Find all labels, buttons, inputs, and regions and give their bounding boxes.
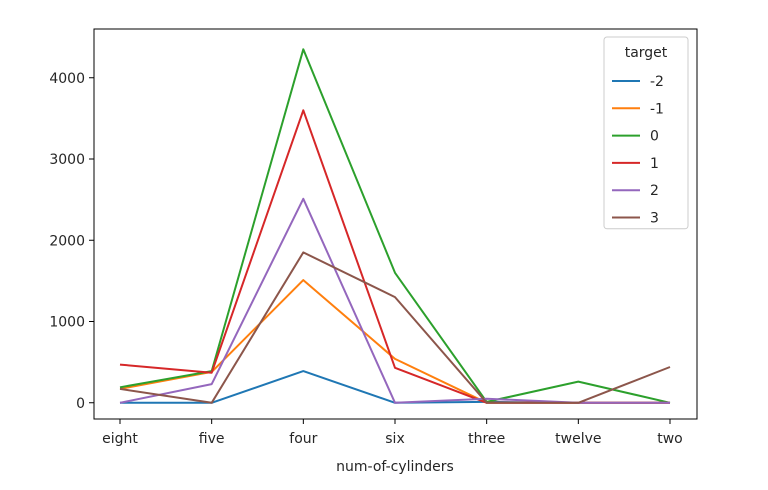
legend-label: 0 [650,129,659,145]
legend: target -2 -1 0 1 2 3 [603,36,689,230]
y-tick-label: 3000 [49,152,85,168]
legend-label: -1 [650,101,664,117]
legend-label: 2 [650,183,659,199]
x-tick-label: two [657,431,683,447]
x-tick-label: eight [102,431,138,447]
legend-box [603,36,689,230]
x-tick-label: six [385,431,404,447]
x-tick-label: four [289,431,317,447]
legend-title: target [625,45,668,61]
y-axis: 0 1000 2000 3000 4000 [49,71,94,412]
x-tick-label: three [468,431,505,447]
x-tick-label: twelve [555,431,601,447]
series-lines [119,48,671,404]
legend-label: 1 [650,156,659,172]
y-tick-label: 4000 [49,71,85,87]
x-tick-label: five [199,431,225,447]
y-tick-label: 0 [76,396,85,412]
x-axis-label: num-of-cylinders [336,459,454,475]
legend-label: 3 [650,211,659,227]
y-tick-label: 1000 [49,315,85,331]
y-tick-label: 2000 [49,233,85,249]
series-line-5 [119,251,671,404]
x-axis: eight five four six three twelve two [102,419,683,447]
legend-label: -2 [650,74,664,90]
